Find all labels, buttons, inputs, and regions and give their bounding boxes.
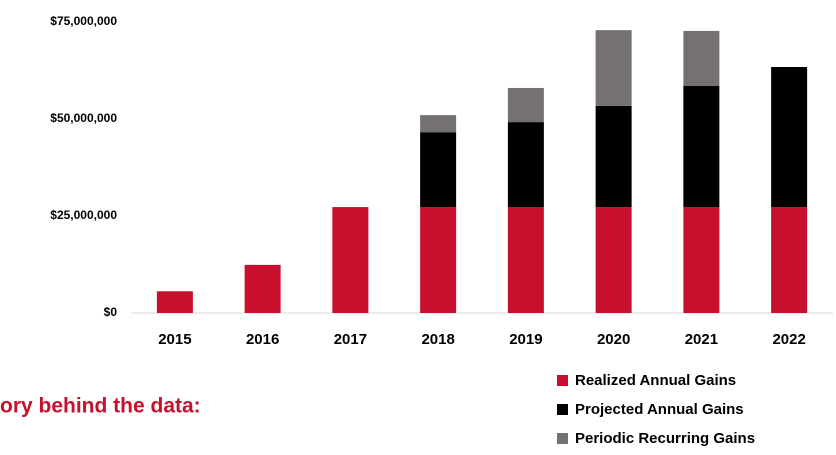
bar-segment bbox=[595, 105, 632, 208]
bar-segment bbox=[683, 30, 720, 87]
bar-segment bbox=[683, 86, 720, 208]
x-tick-label: 2015 bbox=[158, 331, 191, 348]
x-tick-label: 2020 bbox=[597, 331, 630, 348]
bar-segment bbox=[595, 30, 632, 106]
bar-segment bbox=[244, 264, 281, 313]
bar-segment bbox=[420, 115, 457, 133]
x-tick-label: 2017 bbox=[334, 331, 367, 348]
bar-segment bbox=[332, 207, 369, 313]
y-tick-label: $0 bbox=[104, 305, 118, 319]
annotation: ory behind the data: bbox=[0, 395, 201, 418]
legend-label: Realized Annual Gains bbox=[575, 372, 736, 389]
y-tick-label: $75,000,000 bbox=[50, 14, 117, 28]
bar-segment bbox=[771, 207, 808, 313]
legend-swatch bbox=[557, 375, 568, 386]
bar-segment bbox=[420, 207, 457, 313]
bar-segment bbox=[507, 207, 544, 313]
legend-label: Periodic Recurring Gains bbox=[575, 430, 755, 447]
bar-segment bbox=[771, 67, 808, 208]
x-tick-label: 2022 bbox=[772, 331, 805, 348]
x-tick-label: 2016 bbox=[246, 331, 279, 348]
x-tick-label: 2021 bbox=[685, 331, 718, 348]
bar-segment bbox=[420, 132, 457, 208]
legend-label: Projected Annual Gains bbox=[575, 401, 744, 418]
x-tick-label: 2018 bbox=[421, 331, 454, 348]
bar-segment bbox=[156, 291, 193, 313]
legend-swatch bbox=[557, 404, 568, 415]
y-tick-label: $50,000,000 bbox=[50, 111, 117, 125]
bar-segment bbox=[507, 87, 544, 123]
x-tick-label: 2019 bbox=[509, 331, 542, 348]
bar-segment bbox=[683, 207, 720, 313]
legend-swatch bbox=[557, 433, 568, 444]
bar-segment bbox=[595, 207, 632, 313]
y-tick-label: $25,000,000 bbox=[50, 208, 117, 222]
bar-segment bbox=[507, 122, 544, 208]
